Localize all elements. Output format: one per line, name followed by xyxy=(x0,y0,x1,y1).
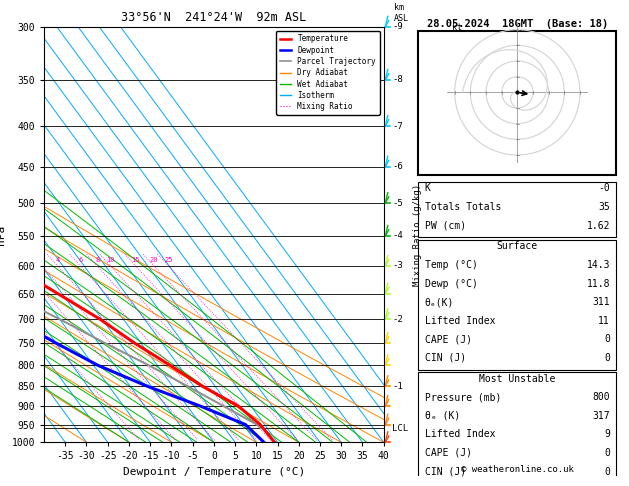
Text: kt: kt xyxy=(452,23,462,32)
Text: -2: -2 xyxy=(392,314,403,324)
Text: 11.8: 11.8 xyxy=(587,278,610,289)
Text: Temp (°C): Temp (°C) xyxy=(425,260,477,270)
Text: 0: 0 xyxy=(604,334,610,344)
Text: -0: -0 xyxy=(598,183,610,193)
Text: Dewp (°C): Dewp (°C) xyxy=(425,278,477,289)
Text: Mixing Ratio (g/kg): Mixing Ratio (g/kg) xyxy=(413,183,422,286)
Text: 10: 10 xyxy=(106,257,115,262)
Text: -3: -3 xyxy=(392,261,403,270)
Text: 311: 311 xyxy=(593,297,610,307)
Text: CIN (J): CIN (J) xyxy=(425,467,465,477)
Text: LCL: LCL xyxy=(392,424,408,433)
Text: PW (cm): PW (cm) xyxy=(425,221,465,230)
Text: Pressure (mb): Pressure (mb) xyxy=(425,392,501,402)
Text: 1.62: 1.62 xyxy=(587,221,610,230)
Text: 9: 9 xyxy=(604,430,610,439)
Text: 14.3: 14.3 xyxy=(587,260,610,270)
Text: 4: 4 xyxy=(55,257,60,262)
Text: -9: -9 xyxy=(392,22,403,31)
Text: K: K xyxy=(425,183,430,193)
Text: 317: 317 xyxy=(593,411,610,421)
Text: CAPE (J): CAPE (J) xyxy=(425,334,472,344)
Text: -7: -7 xyxy=(392,122,403,131)
Bar xyxy=(418,240,616,369)
Bar xyxy=(418,182,616,237)
Text: 0: 0 xyxy=(604,467,610,477)
Text: 11: 11 xyxy=(598,316,610,326)
Bar xyxy=(418,372,616,483)
Text: 0: 0 xyxy=(604,353,610,363)
Text: CAPE (J): CAPE (J) xyxy=(425,448,472,458)
Text: km
ASL: km ASL xyxy=(394,3,409,22)
Text: -8: -8 xyxy=(392,75,403,85)
Text: © weatheronline.co.uk: © weatheronline.co.uk xyxy=(461,465,574,474)
Text: -1: -1 xyxy=(392,382,403,391)
Text: 20: 20 xyxy=(150,257,159,262)
Text: CIN (J): CIN (J) xyxy=(425,353,465,363)
Bar xyxy=(418,31,616,174)
Text: Lifted Index: Lifted Index xyxy=(425,430,495,439)
Title: 33°56'N  241°24'W  92m ASL: 33°56'N 241°24'W 92m ASL xyxy=(121,11,306,24)
Text: θₑ(K): θₑ(K) xyxy=(425,297,454,307)
Text: 8: 8 xyxy=(95,257,99,262)
Text: Most Unstable: Most Unstable xyxy=(479,374,555,384)
Text: θₑ (K): θₑ (K) xyxy=(425,411,460,421)
Text: -6: -6 xyxy=(392,162,403,171)
Text: 800: 800 xyxy=(593,392,610,402)
Text: 28.05.2024  18GMT  (Base: 18): 28.05.2024 18GMT (Base: 18) xyxy=(426,19,608,29)
Text: 35: 35 xyxy=(598,202,610,212)
Text: 15: 15 xyxy=(131,257,140,262)
Text: 25: 25 xyxy=(164,257,173,262)
Text: -5: -5 xyxy=(392,199,403,208)
Legend: Temperature, Dewpoint, Parcel Trajectory, Dry Adiabat, Wet Adiabat, Isotherm, Mi: Temperature, Dewpoint, Parcel Trajectory… xyxy=(276,31,380,115)
Text: Lifted Index: Lifted Index xyxy=(425,316,495,326)
Y-axis label: hPa: hPa xyxy=(0,225,6,244)
Text: 0: 0 xyxy=(604,448,610,458)
Text: -4: -4 xyxy=(392,231,403,241)
X-axis label: Dewpoint / Temperature (°C): Dewpoint / Temperature (°C) xyxy=(123,467,305,477)
Text: 6: 6 xyxy=(78,257,82,262)
Text: Totals Totals: Totals Totals xyxy=(425,202,501,212)
Text: Surface: Surface xyxy=(497,242,538,251)
